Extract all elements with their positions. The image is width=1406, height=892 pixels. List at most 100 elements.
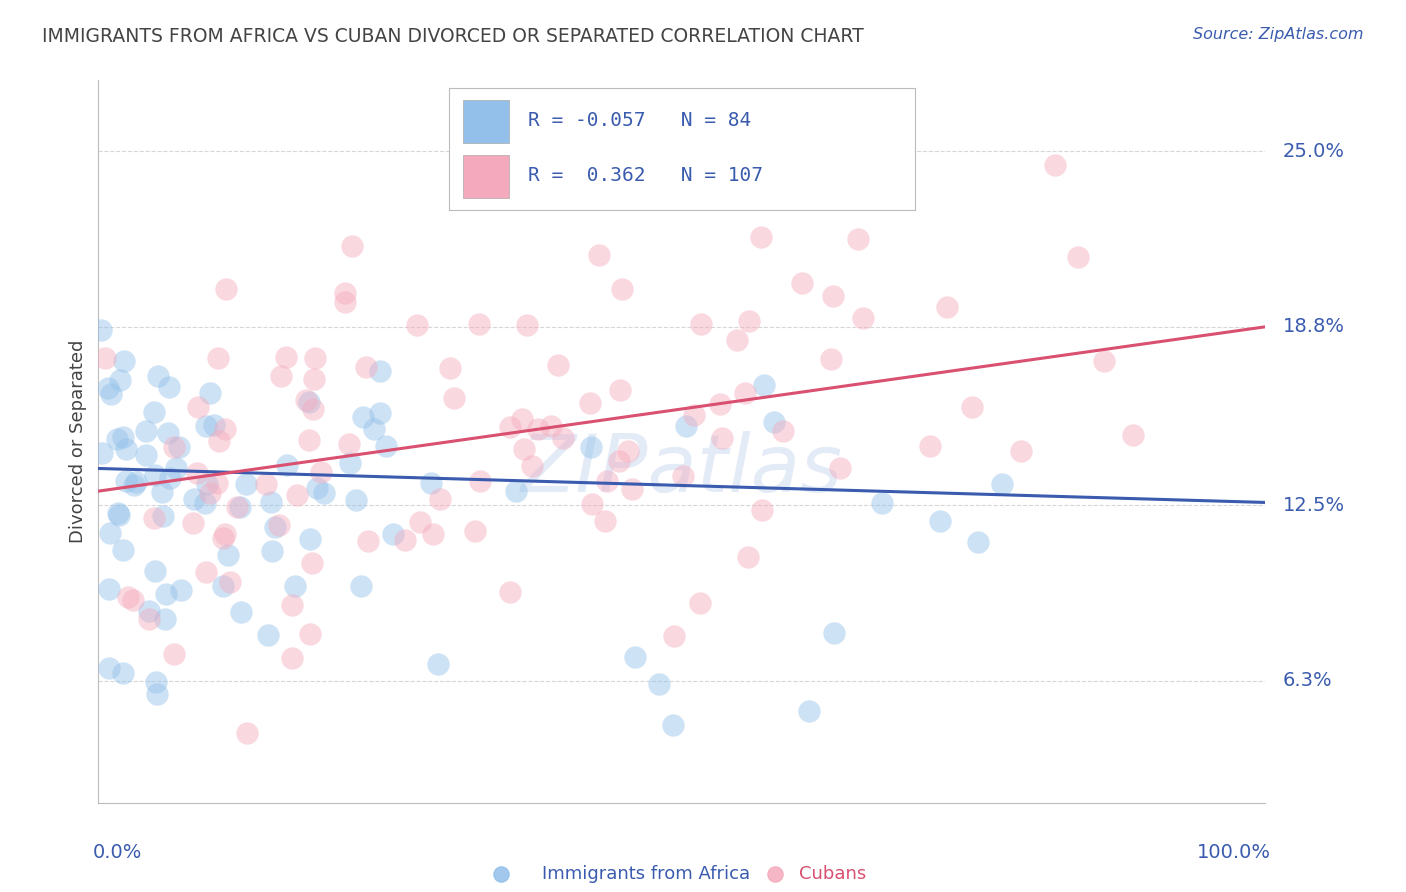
Point [270,368,292,383]
Point [122,592,145,607]
Point [159,471,181,485]
Point [820,351,842,366]
Point [540,419,562,434]
Point [212,531,235,545]
Point [302,401,325,416]
Point [197,476,219,491]
Point [183,492,205,507]
Point [846,232,869,246]
Text: 100.0%: 100.0% [1198,843,1271,862]
Point [97,381,120,395]
Point [1045,158,1067,172]
Point [370,406,392,420]
Point [260,544,283,558]
Point [302,372,325,386]
Point [709,397,731,411]
Point [125,475,148,489]
Point [468,317,491,331]
Point [107,508,129,523]
Point [299,627,322,641]
Point [146,368,169,383]
Point [284,579,307,593]
Point [167,440,190,454]
Point [100,387,122,401]
Point [624,650,647,665]
Point [226,500,249,515]
Point [918,439,941,453]
Point [198,386,221,401]
Point [205,475,228,490]
Point [350,578,373,592]
Point [107,506,129,520]
Point [363,422,385,436]
Point [515,318,537,332]
Point [596,475,619,489]
Point [763,415,786,429]
Point [595,515,617,529]
Point [235,477,257,491]
Point [340,239,363,253]
Text: ZIPatlas: ZIPatlas [520,432,844,509]
Point [763,866,786,880]
Text: 18.8%: 18.8% [1282,318,1346,336]
Point [162,647,184,661]
Point [231,605,253,619]
Point [143,468,166,483]
Point [1010,444,1032,458]
Point [967,534,990,549]
Point [143,564,166,578]
Point [145,674,167,689]
Point [880,182,903,196]
Point [520,458,543,473]
Point [675,419,697,434]
Point [470,474,492,488]
Point [579,440,602,454]
Point [281,599,304,613]
Point [138,604,160,618]
Point [738,314,761,328]
Point [823,626,845,640]
Point [135,425,157,439]
Point [725,333,748,347]
Point [297,394,319,409]
Point [187,400,209,414]
Point [690,318,713,332]
Point [112,430,135,444]
Text: Cubans: Cubans [799,864,866,883]
Point [215,282,238,296]
Point [354,360,377,375]
Point [156,426,179,441]
Point [689,596,711,610]
Point [257,628,280,642]
Point [647,677,669,691]
Point [194,565,217,579]
Point [734,385,756,400]
Point [737,550,759,565]
Point [108,372,131,386]
Point [422,526,444,541]
Point [165,461,187,475]
Point [112,666,135,681]
Point [505,483,527,498]
Point [429,491,451,506]
Point [852,310,875,325]
Point [294,393,316,408]
Point [439,361,461,376]
Point [853,119,876,133]
Point [357,533,380,548]
Point [498,419,520,434]
Point [1092,354,1115,368]
Point [122,478,145,492]
Point [751,502,773,516]
Point [281,651,304,665]
Point [464,524,486,538]
Point [772,425,794,439]
Point [828,461,851,475]
Point [612,283,634,297]
Point [617,444,640,458]
Point [1122,428,1144,442]
Point [181,516,204,530]
Point [285,488,308,502]
Point [551,431,574,445]
Point [960,400,983,414]
